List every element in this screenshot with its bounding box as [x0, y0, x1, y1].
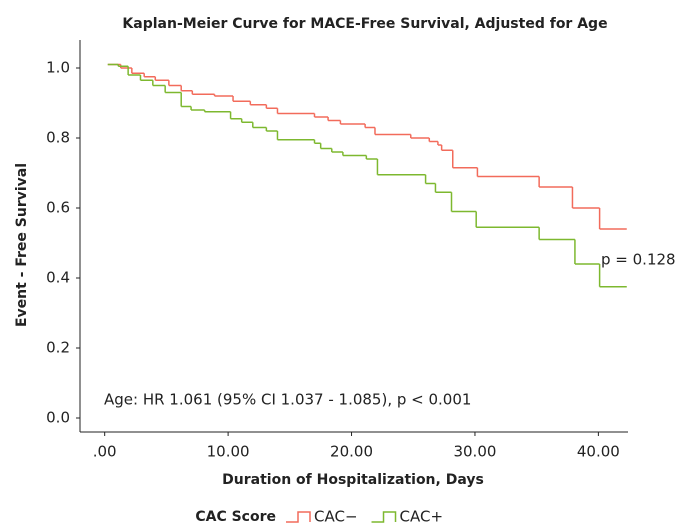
- x-tick-label: .00: [93, 443, 117, 461]
- legend-title: CAC Score: [195, 509, 276, 525]
- y-tick-label: 0.4: [46, 269, 70, 287]
- annotation: p = 0.128: [601, 251, 676, 269]
- y-tick-label: 0.0: [46, 409, 70, 427]
- y-tick-label: 0.6: [46, 199, 70, 217]
- y-axis-label: Event - Free Survival: [14, 163, 30, 327]
- x-tick-label: 20.00: [330, 443, 373, 461]
- legend-swatch: [286, 511, 311, 523]
- y-tick-label: 0.2: [46, 339, 70, 357]
- legend-swatch: [371, 511, 397, 523]
- y-tick-label: 1.0: [46, 59, 70, 77]
- x-axis-label: Duration of Hospitalization, Days: [222, 472, 484, 488]
- legend-label: CAC−: [314, 508, 358, 526]
- legend-label: CAC+: [400, 508, 444, 526]
- chart-title: Kaplan-Meier Curve for MACE-Free Surviva…: [122, 16, 607, 32]
- x-tick-label: 10.00: [207, 443, 250, 461]
- x-tick-label: 40.00: [577, 443, 620, 461]
- x-tick-label: 30.00: [453, 443, 496, 461]
- annotation: Age: HR 1.061 (95% CI 1.037 - 1.085), p …: [104, 391, 471, 409]
- y-tick-label: 0.8: [46, 129, 70, 147]
